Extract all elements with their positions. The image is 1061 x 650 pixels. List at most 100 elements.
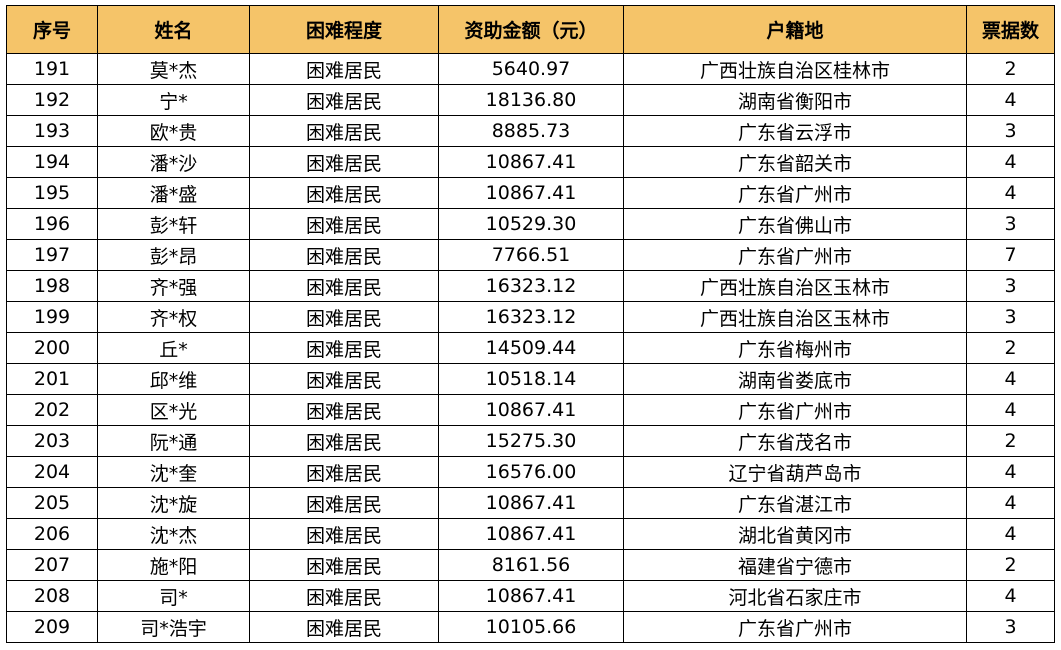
table-row: 195 潘*盛 困难居民 10867.41 广东省广州市 4 [6,177,1055,209]
cell-name: 齐*权 [97,301,250,333]
table-row: 201 邱*维 困难居民 10518.14 湖南省娄底市 4 [6,363,1055,395]
cell-amount: 16323.12 [438,270,624,302]
table-row: 199 齐*权 困难居民 16323.12 广西壮族自治区玉林市 3 [6,301,1055,333]
cell-receipts: 4 [966,177,1055,209]
cell-name: 司*浩宇 [97,611,250,643]
cell-index: 209 [6,611,98,643]
cell-difficulty: 困难居民 [249,518,439,550]
table-container: 序号 姓名 困难程度 资助金额（元） 户籍地 票据数 191 莫*杰 困难居民 564… [6,5,1055,643]
cell-amount: 15275.30 [438,425,624,457]
cell-origin: 广东省广州市 [623,177,967,209]
cell-receipts: 4 [966,487,1055,519]
cell-name: 彭*昂 [97,239,250,271]
cell-receipts: 3 [966,115,1055,147]
cell-origin: 湖北省黄冈市 [623,518,967,550]
table-row: 194 潘*沙 困难居民 10867.41 广东省韶关市 4 [6,146,1055,178]
cell-origin: 广西壮族自治区玉林市 [623,270,967,302]
table-row: 209 司*浩宇 困难居民 10105.66 广东省广州市 3 [6,611,1055,643]
cell-origin: 湖南省娄底市 [623,363,967,395]
cell-amount: 10867.41 [438,146,624,178]
cell-index: 193 [6,115,98,147]
cell-origin: 湖南省衡阳市 [623,84,967,116]
cell-origin: 福建省宁德市 [623,549,967,581]
header-origin: 户籍地 [623,5,967,54]
cell-difficulty: 困难居民 [249,270,439,302]
cell-index: 200 [6,332,98,364]
cell-difficulty: 困难居民 [249,332,439,364]
cell-receipts: 2 [966,549,1055,581]
cell-origin: 河北省石家庄市 [623,580,967,612]
table-row: 203 阮*通 困难居民 15275.30 广东省茂名市 2 [6,425,1055,457]
cell-receipts: 2 [966,332,1055,364]
cell-amount: 10529.30 [438,208,624,240]
cell-receipts: 3 [966,270,1055,302]
cell-amount: 10867.41 [438,518,624,550]
table-row: 200 丘* 困难居民 14509.44 广东省梅州市 2 [6,332,1055,364]
header-index: 序号 [6,5,98,54]
cell-amount: 5640.97 [438,53,624,85]
cell-amount: 8161.56 [438,549,624,581]
cell-difficulty: 困难居民 [249,301,439,333]
table-row: 197 彭*昂 困难居民 7766.51 广东省广州市 7 [6,239,1055,271]
cell-difficulty: 困难居民 [249,487,439,519]
cell-name: 区*光 [97,394,250,426]
cell-difficulty: 困难居民 [249,456,439,488]
cell-receipts: 4 [966,146,1055,178]
cell-index: 207 [6,549,98,581]
cell-difficulty: 困难居民 [249,580,439,612]
cell-difficulty: 困难居民 [249,394,439,426]
table-row: 196 彭*轩 困难居民 10529.30 广东省佛山市 3 [6,208,1055,240]
cell-name: 沈*旋 [97,487,250,519]
table-row: 198 齐*强 困难居民 16323.12 广西壮族自治区玉林市 3 [6,270,1055,302]
cell-receipts: 4 [966,580,1055,612]
cell-amount: 10867.41 [438,487,624,519]
cell-index: 195 [6,177,98,209]
cell-name: 丘* [97,332,250,364]
cell-difficulty: 困难居民 [249,363,439,395]
cell-receipts: 4 [966,456,1055,488]
cell-index: 192 [6,84,98,116]
cell-origin: 广东省茂名市 [623,425,967,457]
cell-origin: 辽宁省葫芦岛市 [623,456,967,488]
cell-difficulty: 困难居民 [249,239,439,271]
cell-difficulty: 困难居民 [249,84,439,116]
cell-origin: 广东省湛江市 [623,487,967,519]
cell-name: 潘*沙 [97,146,250,178]
cell-origin: 广东省云浮市 [623,115,967,147]
cell-amount: 16323.12 [438,301,624,333]
cell-name: 宁* [97,84,250,116]
cell-amount: 10867.41 [438,394,624,426]
cell-receipts: 4 [966,363,1055,395]
cell-name: 彭*轩 [97,208,250,240]
cell-difficulty: 困难居民 [249,115,439,147]
cell-origin: 广东省广州市 [623,394,967,426]
cell-receipts: 7 [966,239,1055,271]
cell-index: 208 [6,580,98,612]
cell-difficulty: 困难居民 [249,425,439,457]
cell-difficulty: 困难居民 [249,611,439,643]
cell-receipts: 3 [966,611,1055,643]
table-row: 206 沈*杰 困难居民 10867.41 湖北省黄冈市 4 [6,518,1055,550]
cell-name: 施*阳 [97,549,250,581]
cell-origin: 广东省佛山市 [623,208,967,240]
cell-origin: 广东省广州市 [623,611,967,643]
table-row: 205 沈*旋 困难居民 10867.41 广东省湛江市 4 [6,487,1055,519]
cell-index: 199 [6,301,98,333]
cell-index: 198 [6,270,98,302]
cell-index: 204 [6,456,98,488]
cell-index: 196 [6,208,98,240]
cell-index: 197 [6,239,98,271]
cell-amount: 10105.66 [438,611,624,643]
header-difficulty: 困难程度 [249,5,439,54]
cell-amount: 18136.80 [438,84,624,116]
cell-index: 191 [6,53,98,85]
table-row: 202 区*光 困难居民 10867.41 广东省广州市 4 [6,394,1055,426]
cell-name: 潘*盛 [97,177,250,209]
cell-amount: 16576.00 [438,456,624,488]
cell-index: 201 [6,363,98,395]
cell-amount: 14509.44 [438,332,624,364]
cell-origin: 广西壮族自治区玉林市 [623,301,967,333]
cell-origin: 广西壮族自治区桂林市 [623,53,967,85]
cell-difficulty: 困难居民 [249,177,439,209]
cell-difficulty: 困难居民 [249,208,439,240]
